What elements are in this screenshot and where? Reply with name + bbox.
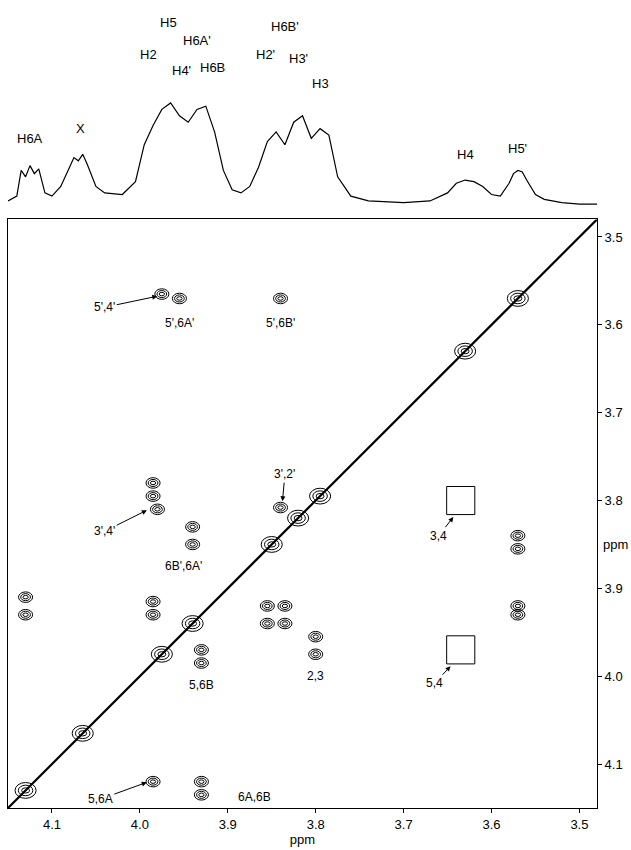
svg-text:H4': H4' [172,63,191,78]
svg-text:4.0: 4.0 [131,817,149,832]
svg-text:H6A: H6A [17,131,43,146]
svg-text:H2': H2' [256,47,275,62]
svg-text:H5: H5 [160,15,177,30]
svg-text:H4: H4 [457,147,474,162]
svg-text:3.7: 3.7 [395,817,413,832]
svg-text:3.8: 3.8 [605,493,623,508]
svg-text:5,4: 5,4 [426,676,443,690]
svg-text:4.1: 4.1 [605,757,623,772]
svg-text:ppm: ppm [603,537,628,552]
svg-text:5',6A': 5',6A' [165,316,194,330]
svg-text:3.9: 3.9 [605,581,623,596]
svg-text:2,3: 2,3 [307,669,324,683]
svg-text:H6B: H6B [200,60,225,75]
svg-text:5',6B': 5',6B' [266,316,295,330]
svg-text:4.0: 4.0 [605,669,623,684]
svg-text:3',4': 3',4' [94,524,115,538]
svg-text:H2: H2 [140,47,157,62]
svg-text:5',4': 5',4' [94,300,115,314]
svg-text:3.5: 3.5 [570,817,588,832]
svg-text:3.5: 3.5 [605,230,623,245]
svg-text:3.6: 3.6 [482,817,500,832]
svg-text:6A,6B: 6A,6B [238,790,271,804]
svg-text:H3': H3' [289,51,308,66]
svg-text:3.8: 3.8 [307,817,325,832]
svg-text:H6B': H6B' [271,19,299,34]
svg-text:4.1: 4.1 [43,817,61,832]
svg-text:3,4: 3,4 [430,529,447,543]
svg-text:3',2': 3',2' [274,467,295,481]
svg-text:3.9: 3.9 [219,817,237,832]
svg-text:3.7: 3.7 [605,405,623,420]
svg-text:H3: H3 [312,76,329,91]
svg-text:5,6A: 5,6A [88,792,113,806]
svg-text:3.6: 3.6 [605,317,623,332]
svg-text:5,6B: 5,6B [189,678,214,692]
svg-text:H5': H5' [508,141,527,156]
svg-text:ppm: ppm [290,832,315,847]
svg-text:6B',6A': 6B',6A' [165,559,202,573]
svg-text:H6A': H6A' [183,33,211,48]
svg-text:X: X [76,121,85,136]
